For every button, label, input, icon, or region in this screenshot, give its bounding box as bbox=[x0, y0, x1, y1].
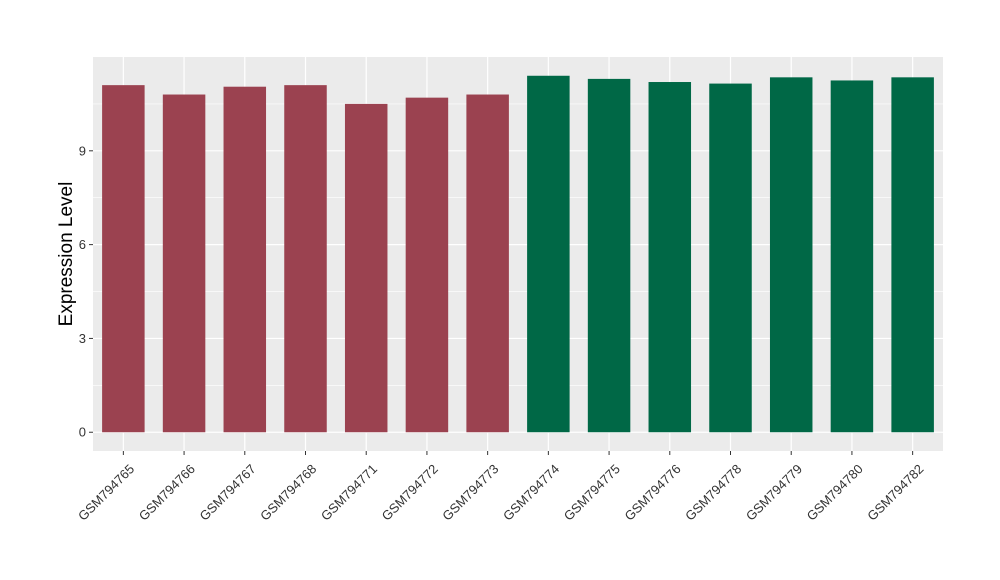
x-tick-label: GSM794782 bbox=[864, 461, 926, 523]
y-axis: 0 3 6 9 bbox=[79, 143, 93, 440]
bar bbox=[162, 94, 206, 433]
x-tick-label: GSM794773 bbox=[439, 461, 501, 523]
x-tick-label: GSM794767 bbox=[196, 461, 258, 523]
y-tick-label: 3 bbox=[79, 331, 86, 346]
x-tick-label: GSM794780 bbox=[804, 461, 866, 523]
bar bbox=[648, 82, 692, 433]
x-tick-label: GSM794779 bbox=[743, 461, 805, 523]
bar bbox=[223, 86, 267, 433]
x-tick-label: GSM794765 bbox=[75, 461, 137, 523]
y-tick-label: 0 bbox=[79, 425, 86, 440]
bar bbox=[102, 85, 145, 433]
x-tick-label: GSM794768 bbox=[257, 461, 319, 523]
y-axis-title: Expression Level bbox=[56, 182, 77, 327]
bar bbox=[344, 103, 388, 433]
x-tick-label: GSM794776 bbox=[621, 461, 683, 523]
bar bbox=[284, 85, 327, 433]
bar bbox=[405, 97, 449, 433]
x-tick-label: GSM794766 bbox=[136, 461, 198, 523]
plot-panel bbox=[93, 57, 943, 451]
bars bbox=[102, 75, 934, 433]
bar bbox=[527, 75, 570, 433]
x-tick-label: GSM794774 bbox=[500, 461, 562, 523]
bar bbox=[830, 80, 874, 433]
x-tick-label: GSM794778 bbox=[682, 461, 744, 523]
bar bbox=[709, 83, 752, 433]
x-axis: GSM794765GSM794766GSM794767GSM794768GSM7… bbox=[75, 451, 927, 524]
y-tick-label: 6 bbox=[79, 237, 86, 252]
bar bbox=[466, 94, 509, 433]
bar bbox=[587, 78, 631, 433]
x-tick-label: GSM794772 bbox=[379, 461, 441, 523]
bar bbox=[891, 77, 934, 433]
bar bbox=[769, 77, 813, 433]
y-tick-label: 9 bbox=[79, 143, 86, 158]
x-tick-label: GSM794771 bbox=[318, 461, 380, 523]
x-tick-label: GSM794775 bbox=[561, 461, 623, 523]
